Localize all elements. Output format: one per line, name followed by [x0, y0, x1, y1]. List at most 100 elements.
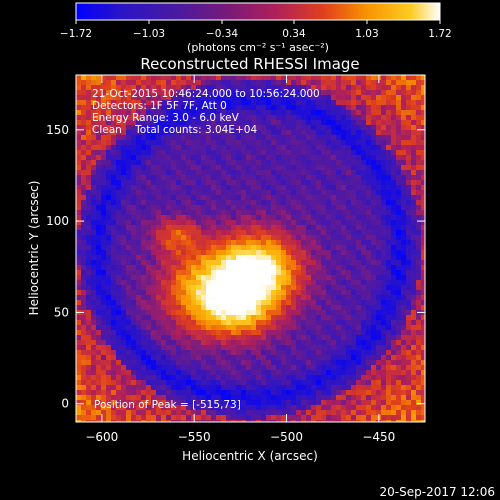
heatmap-cell [181, 110, 187, 116]
heatmap-cell [216, 165, 222, 171]
heatmap-cell [81, 130, 87, 136]
heatmap-cell [141, 275, 147, 281]
heatmap-cell [326, 105, 332, 111]
heatmap-cell [266, 80, 272, 86]
heatmap-cell [371, 100, 377, 106]
heatmap-cell [166, 155, 172, 161]
heatmap-cell [86, 240, 92, 246]
heatmap-cell [221, 310, 227, 316]
heatmap-cell [296, 115, 302, 121]
heatmap-cell [306, 270, 312, 276]
heatmap-cell [376, 295, 382, 301]
heatmap-cell [176, 185, 182, 191]
heatmap-cell [286, 415, 292, 421]
heatmap-cell [136, 245, 142, 251]
heatmap-cell [321, 125, 327, 131]
heatmap-cell [261, 80, 267, 86]
heatmap-cell [181, 205, 187, 211]
heatmap-cell [156, 385, 162, 391]
heatmap-cell [91, 315, 97, 321]
heatmap-cell [261, 165, 267, 171]
heatmap-cell [151, 335, 157, 341]
heatmap-cell [156, 150, 162, 156]
heatmap-cell [316, 305, 322, 311]
heatmap-cell [211, 420, 217, 422]
heatmap-cell [266, 410, 272, 416]
heatmap-cell [126, 150, 132, 156]
heatmap-cell [296, 130, 302, 136]
heatmap-cell [361, 170, 367, 176]
heatmap-cell [236, 395, 242, 401]
heatmap-cell [316, 395, 322, 401]
heatmap-cell [111, 315, 117, 321]
heatmap-cell [116, 220, 122, 226]
heatmap-cell [186, 410, 192, 416]
heatmap-cell [91, 345, 97, 351]
heatmap-cell [116, 100, 122, 106]
heatmap-cell [366, 195, 372, 201]
heatmap-cell [306, 335, 312, 341]
heatmap-cell [296, 285, 302, 291]
heatmap-cell [146, 385, 152, 391]
heatmap-cell [96, 310, 102, 316]
heatmap-cell [311, 270, 317, 276]
heatmap-cell [101, 280, 107, 286]
heatmap-cell [86, 290, 92, 296]
heatmap-cell [366, 370, 372, 376]
heatmap-cell [101, 180, 107, 186]
heatmap-cell [391, 290, 397, 296]
heatmap-cell [291, 200, 297, 206]
heatmap-cell [226, 90, 232, 96]
heatmap-cell [101, 240, 107, 246]
heatmap-cell [296, 415, 302, 421]
heatmap-cell [111, 290, 117, 296]
heatmap-cell [146, 105, 152, 111]
heatmap-cell [261, 415, 267, 421]
heatmap-cell [326, 195, 332, 201]
heatmap-cell [166, 185, 172, 191]
heatmap-cell [321, 260, 327, 266]
heatmap-cell [401, 75, 407, 81]
heatmap-cell [276, 170, 282, 176]
heatmap-cell [231, 175, 237, 181]
heatmap-cell [356, 270, 362, 276]
heatmap-cell [376, 190, 382, 196]
heatmap-cell [311, 205, 317, 211]
heatmap-cell [271, 415, 277, 421]
heatmap-cell [141, 255, 147, 261]
heatmap-cell [186, 365, 192, 371]
heatmap-cell [146, 370, 152, 376]
heatmap-cell [206, 320, 212, 326]
heatmap-cell [391, 410, 397, 416]
heatmap-cell [251, 210, 257, 216]
heatmap-cell [241, 300, 247, 306]
heatmap-cell [186, 125, 192, 131]
heatmap-cell [366, 200, 372, 206]
heatmap-cell [406, 300, 412, 306]
heatmap-cell [331, 100, 337, 106]
heatmap-cell [116, 175, 122, 181]
heatmap-cell [331, 185, 337, 191]
heatmap-cell [281, 170, 287, 176]
heatmap-cell [201, 320, 207, 326]
heatmap-cell [126, 385, 132, 391]
heatmap-cell [126, 125, 132, 131]
heatmap-cell [116, 215, 122, 221]
heatmap-cell [406, 160, 412, 166]
heatmap-cell [401, 130, 407, 136]
heatmap-cell [106, 200, 112, 206]
heatmap-cell [136, 400, 142, 406]
heatmap-cell [371, 115, 377, 121]
heatmap-cell [241, 330, 247, 336]
heatmap-cell [166, 210, 172, 216]
heatmap-cell [276, 340, 282, 346]
heatmap-cell [271, 265, 277, 271]
heatmap-cell [381, 205, 387, 211]
heatmap-cell [316, 145, 322, 151]
heatmap-cell [281, 180, 287, 186]
heatmap-cell [181, 400, 187, 406]
heatmap-cell [311, 170, 317, 176]
heatmap-cell [166, 260, 172, 266]
heatmap-cell [246, 235, 252, 241]
heatmap-cell [171, 220, 177, 226]
